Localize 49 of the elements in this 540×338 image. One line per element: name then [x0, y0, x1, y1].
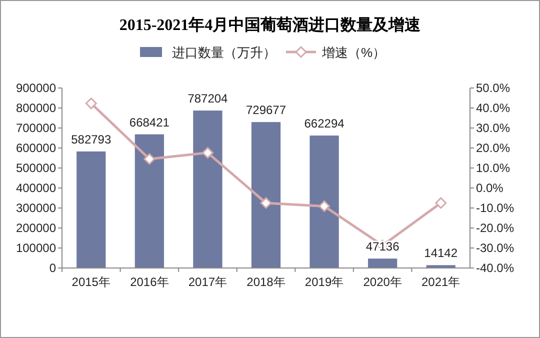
x-tick-label: 2019年 [304, 275, 344, 289]
y2-tick-label: 10.0% [476, 161, 510, 175]
y2-tick-label: -20.0% [476, 221, 514, 235]
y2-tick-label: 50.0% [476, 81, 510, 95]
point [260, 197, 272, 209]
data-label: 47136 [366, 240, 400, 254]
data-label: 14142 [424, 246, 458, 260]
y-tick-label: 600000 [16, 141, 56, 155]
legend-label: 增速（%） [321, 45, 386, 60]
y2-tick-label: 40.0% [476, 101, 510, 115]
data-label: 729677 [246, 103, 286, 118]
bar [368, 258, 398, 268]
data-label: 787204 [188, 92, 228, 106]
y2-tick-label: -10.0% [476, 201, 514, 215]
x-tick-label: 2018年 [246, 275, 286, 289]
bar [76, 151, 106, 268]
point [318, 200, 330, 212]
data-label: 662294 [304, 116, 345, 131]
point [144, 153, 156, 165]
y2-tick-label: 30.0% [476, 121, 510, 135]
x-tick-label: 2015年 [72, 275, 110, 289]
data-label: 668421 [129, 115, 170, 130]
y-tick-label: 200000 [16, 221, 56, 235]
y-tick-label: 800000 [16, 101, 56, 115]
bar [134, 134, 164, 268]
y2-tick-label: 0.0% [476, 181, 504, 195]
data-label: 582793 [71, 132, 112, 146]
y-tick-label: 300000 [16, 201, 56, 215]
x-tick-label: 2021年 [422, 275, 460, 289]
point [202, 147, 214, 159]
bar [310, 136, 339, 268]
y2-tick-label: -30.0% [476, 241, 514, 255]
y-tick-label: 0 [49, 261, 56, 275]
x-tick-label: 2020年 [363, 275, 402, 289]
point [85, 98, 97, 110]
legend-label: 进口数量（万升） [172, 45, 276, 60]
y-tick-label: 900000 [16, 81, 56, 95]
y2-tick-label: -40.0% [476, 261, 514, 275]
y2-tick-label: 20.0% [476, 141, 510, 155]
bar [193, 110, 222, 268]
y-tick-label: 500000 [16, 161, 56, 175]
chart-title: 2015-2021年4月中国葡萄酒进口数量及增速 [119, 16, 422, 34]
x-tick-label: 2016年 [130, 275, 169, 289]
point [435, 197, 447, 209]
y-tick-label: 700000 [16, 121, 56, 135]
bar [251, 122, 281, 268]
x-tick-label: 2017年 [188, 275, 228, 289]
y-tick-label: 400000 [16, 181, 56, 195]
y-tick-label: 100000 [16, 241, 56, 255]
